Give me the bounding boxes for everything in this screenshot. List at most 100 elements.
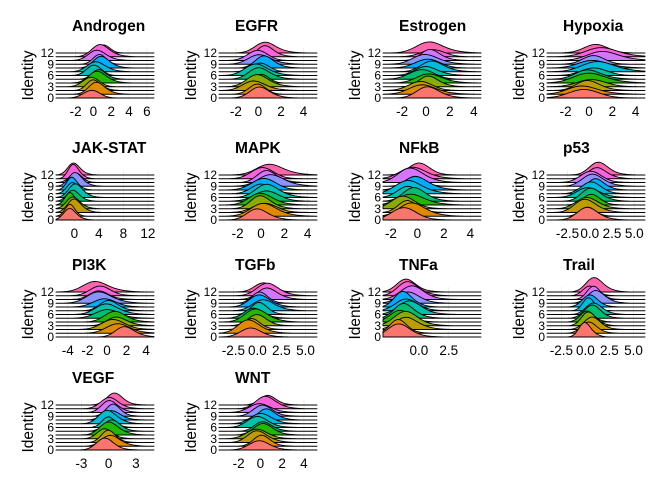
ridge-identity-11: [218, 395, 318, 410]
y-tick-label: 9: [210, 296, 217, 310]
ridge-identity-2: [382, 81, 482, 91]
y-tick-label: 12: [532, 168, 546, 182]
ridge-identity-0: [218, 86, 318, 99]
panel-title: Trail: [563, 257, 595, 274]
panel-title: MAPK: [235, 140, 281, 157]
ridge-identity-8: [546, 294, 646, 308]
y-tick-label: 9: [210, 409, 217, 423]
ridge-identity-3: [546, 196, 646, 210]
y-tick-label: 9: [210, 179, 217, 193]
y-tick-label: 3: [210, 80, 217, 94]
y-axis-label: Identity: [347, 50, 364, 100]
x-tick-label: 0: [103, 343, 111, 358]
panel-title: TGFb: [235, 257, 275, 274]
ridge-identity-7: [55, 409, 155, 425]
ridge-identity-1: [546, 321, 646, 334]
y-tick-label: 0: [210, 443, 217, 457]
y-tick-label: 3: [210, 202, 217, 216]
x-tick-label: 2: [277, 104, 285, 119]
y-tick-label: 12: [41, 168, 55, 182]
ridge-identity-11: [55, 44, 155, 58]
x-tick-label: 0.0: [409, 343, 428, 358]
x-tick-label: 0.0: [580, 226, 599, 241]
y-axis-label: Identity: [347, 289, 364, 339]
x-tick-label: 4: [304, 226, 312, 241]
y-tick-label: 3: [47, 319, 54, 333]
y-tick-label: 0: [47, 91, 54, 105]
x-tick-label: 0.0: [576, 343, 595, 358]
x-tick-label: 4: [95, 226, 103, 241]
y-axis-label: Identity: [183, 50, 200, 100]
y-tick-label: 0: [210, 91, 217, 105]
y-tick-label: 12: [204, 398, 218, 412]
y-axis-label: Identity: [347, 172, 364, 222]
y-tick-label: 6: [538, 308, 545, 322]
ridge-identity-10: [218, 287, 318, 300]
panel-title: VEGF: [72, 370, 114, 387]
panel-title: p53: [563, 140, 590, 157]
y-tick-label: 9: [210, 57, 217, 71]
y-tick-label: 6: [47, 308, 54, 322]
y-tick-label: 6: [374, 69, 381, 83]
ridge-identity-5: [55, 69, 155, 80]
y-tick-label: 3: [374, 319, 381, 333]
y-tick-label: 0: [374, 330, 381, 344]
x-tick-label: 8: [120, 226, 128, 241]
y-tick-label: 9: [47, 409, 54, 423]
ridge-identity-0: [546, 89, 646, 99]
y-tick-label: 0: [210, 213, 217, 227]
y-tick-label: 12: [41, 46, 55, 60]
x-tick-label: -2.5: [550, 343, 573, 358]
x-tick-label: -2: [385, 226, 397, 241]
x-tick-label: 0: [255, 104, 263, 119]
ridge-identity-10: [55, 400, 155, 413]
ridge-identity-7: [218, 299, 318, 312]
y-tick-label: 0: [374, 213, 381, 227]
panel-title: Androgen: [72, 18, 145, 35]
x-tick-label: 2: [609, 104, 617, 119]
x-tick-label: 2: [278, 456, 286, 471]
y-tick-label: 0: [538, 213, 545, 227]
y-tick-label: 9: [374, 179, 381, 193]
y-tick-label: 9: [47, 296, 54, 310]
x-tick-label: 0: [90, 104, 98, 119]
y-tick-label: 3: [210, 319, 217, 333]
y-tick-label: 6: [538, 191, 545, 205]
ridge-identity-4: [218, 308, 318, 323]
ridge-identity-1: [218, 434, 318, 447]
ridge-identity-0: [55, 326, 155, 338]
ridge-identity-12: [546, 277, 646, 293]
x-tick-label: 4: [125, 104, 133, 119]
ridge-identity-8: [218, 55, 318, 69]
ridge-identity-1: [55, 81, 155, 95]
y-tick-label: 6: [538, 69, 545, 83]
x-tick-label: 6: [143, 104, 151, 119]
ridge-identity-2: [218, 80, 318, 91]
ridge-identity-3: [218, 428, 318, 440]
ridge-identity-0: [218, 208, 318, 221]
y-tick-label: 12: [204, 46, 218, 60]
y-axis-label: Identity: [20, 50, 37, 100]
y-tick-label: 9: [538, 296, 545, 310]
y-tick-label: 3: [47, 202, 54, 216]
ridge-identity-0: [546, 322, 646, 338]
ridge-identity-0: [55, 89, 155, 99]
ridge-identity-0: [382, 207, 482, 221]
ridge-identity-2: [546, 316, 646, 330]
ridge-identity-7: [382, 60, 482, 73]
y-axis-label: Identity: [511, 50, 528, 100]
y-tick-label: 12: [204, 168, 218, 182]
ridge-identity-10: [382, 49, 482, 61]
x-tick-label: 2: [123, 343, 131, 358]
y-tick-label: 12: [368, 285, 382, 299]
y-axis-label: Identity: [183, 402, 200, 452]
panel-title: JAK-STAT: [72, 140, 147, 157]
x-tick-label: 5.0: [624, 343, 643, 358]
